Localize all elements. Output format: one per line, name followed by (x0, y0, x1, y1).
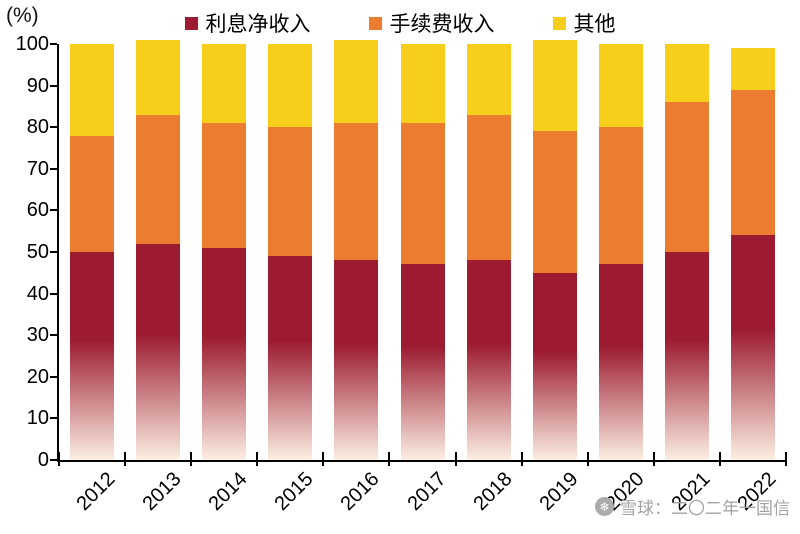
x-tick-mark (322, 452, 325, 466)
bar-segment (400, 44, 445, 124)
y-tick-mark (50, 126, 57, 129)
legend-item-fee-income: 手续费收入 (368, 8, 495, 38)
xueqiu-logo-icon: ❄ (595, 497, 614, 516)
x-tick-mark (586, 452, 589, 466)
y-tick-label: 90 (26, 74, 49, 97)
y-tick-label: 10 (26, 407, 49, 430)
x-axis-label: 2015 (270, 468, 318, 516)
x-tick-mark (454, 452, 457, 466)
plot-area: 0 10 20 30 40 50 60 70 80 90 100 2012 2013 2014 2015 20… (16, 33, 787, 515)
y-tick-mark (50, 459, 57, 461)
bar-segment (70, 252, 115, 460)
bar-segment (532, 272, 577, 460)
legend: 利息净收入 手续费收入 其他 (0, 8, 800, 38)
bar-segment (730, 89, 775, 236)
bar-segment (598, 264, 643, 460)
bar-segment (664, 102, 709, 252)
legend-label-other: 其他 (573, 13, 616, 36)
y-tick-mark (50, 209, 57, 212)
y-tick-label: 70 (26, 157, 49, 180)
y-tick-label: 40 (26, 282, 49, 305)
bar-segment (730, 48, 775, 90)
bar-segment (136, 114, 181, 244)
bar-segment (202, 123, 247, 248)
bar-segment (268, 256, 313, 460)
y-tick-label: 50 (26, 241, 49, 263)
x-axis-label: 2012 (72, 468, 120, 516)
legend-swatch-fee-income (368, 16, 382, 30)
y-tick-mark (50, 292, 57, 295)
y-tick-label: 0 (37, 449, 49, 471)
y-tick-mark (50, 334, 57, 337)
legend-swatch-net-interest-income (184, 16, 198, 30)
x-axis-label: 2018 (469, 468, 517, 516)
y-tick-mark (50, 375, 57, 378)
bar-segment (664, 44, 709, 103)
watermark: ❄ 雪球：二〇二年一国信 (595, 494, 790, 519)
x-axis-label: 2019 (535, 468, 583, 516)
x-tick-mark (256, 452, 259, 466)
bar-segment (466, 114, 511, 261)
y-tick-mark (50, 43, 57, 45)
bar-segment (400, 123, 445, 265)
y-tick-mark (50, 84, 57, 87)
legend-item-other: 其他 (552, 8, 616, 38)
bar-segment (334, 39, 379, 124)
bar-segment (598, 127, 643, 265)
bar-segment (202, 44, 247, 124)
bar-segment (532, 39, 577, 132)
x-tick-mark (785, 452, 787, 466)
x-axis-label: 2016 (336, 468, 384, 516)
bar-segment (70, 135, 115, 252)
bar-segment (268, 44, 313, 128)
legend-label-fee-income: 手续费收入 (389, 13, 495, 36)
bar-segment (334, 123, 379, 261)
y-tick-label: 100 (15, 33, 49, 55)
bar-segment (334, 260, 379, 460)
bar-segment (70, 44, 115, 136)
x-tick-mark (190, 452, 193, 466)
y-tick-label: 30 (26, 324, 49, 347)
x-axis-label: 2013 (138, 468, 186, 516)
y-tick-mark (50, 417, 57, 420)
bar-segment (268, 127, 313, 257)
x-tick-mark (520, 452, 523, 466)
y-axis-unit-label: (%) (6, 4, 39, 27)
bar-segment (136, 39, 181, 115)
x-tick-mark (718, 452, 721, 466)
x-tick-mark (124, 452, 127, 466)
bar-segment (136, 243, 181, 460)
y-tick-mark (50, 167, 57, 170)
legend-label-net-interest-income: 利息净收入 (205, 13, 311, 36)
y-tick-label: 20 (26, 365, 49, 388)
x-tick-mark (58, 452, 60, 466)
bar-segment (400, 264, 445, 460)
y-tick-label: 60 (26, 199, 49, 222)
bar-segment (664, 252, 709, 460)
x-axis-label: 2017 (403, 468, 451, 516)
bar-segment (466, 260, 511, 460)
watermark-text: 雪球：二〇二年一国信 (620, 499, 790, 518)
bar-segment (202, 247, 247, 460)
bar-segment (466, 44, 511, 115)
x-axis-label: 2014 (204, 468, 252, 516)
y-tick-label: 80 (26, 116, 49, 139)
bar-segment (730, 235, 775, 460)
bar-segment (532, 131, 577, 273)
y-tick-mark (50, 251, 57, 253)
legend-swatch-other (552, 16, 566, 30)
bar-segment (598, 44, 643, 128)
x-tick-mark (652, 452, 655, 466)
legend-item-net-interest-income: 利息净收入 (184, 8, 311, 38)
x-tick-mark (388, 452, 391, 466)
